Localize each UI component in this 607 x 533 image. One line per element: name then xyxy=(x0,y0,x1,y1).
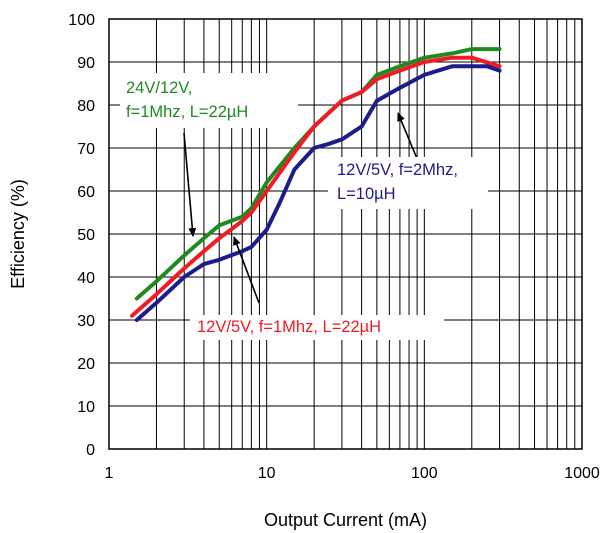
x-tick-label: 1 xyxy=(105,465,114,482)
annotation-label: f=1Mhz, L=22µH xyxy=(126,103,248,121)
x-tick-label: 1000 xyxy=(564,465,600,482)
annotation-arrow xyxy=(183,132,197,237)
y-tick-label: 50 xyxy=(77,227,95,244)
annotation-arrow xyxy=(233,236,260,304)
y-tick-label: 40 xyxy=(77,270,95,287)
y-tick-label: 100 xyxy=(68,12,95,29)
y-tick-label: 70 xyxy=(77,141,95,158)
y-tick-label: 60 xyxy=(77,184,95,201)
annotation-label: 24V/12V, xyxy=(126,79,192,97)
series-lines xyxy=(130,47,502,322)
y-tick-label: 0 xyxy=(86,442,95,459)
plot-border xyxy=(108,18,583,450)
y-axis-label: Efficiency (%) xyxy=(8,179,28,289)
y-tick-label: 30 xyxy=(77,313,95,330)
annotation-label: L=10µH xyxy=(337,185,396,203)
x-tick-label: 10 xyxy=(258,465,276,482)
x-axis-label: Output Current (mA) xyxy=(264,510,427,530)
plot-frame xyxy=(108,18,583,450)
annotation-label: 12V/5V, f=1Mhz, L=22µH xyxy=(197,318,381,336)
annotation-background xyxy=(190,315,444,340)
annotation-background xyxy=(120,73,298,128)
y-tick-label: 20 xyxy=(77,356,95,373)
series-line xyxy=(134,64,502,322)
annotation-label: 12V/5V, f=2Mhz, xyxy=(337,161,458,179)
y-tick-label: 10 xyxy=(77,399,95,416)
annotation-background xyxy=(328,157,488,209)
series-line xyxy=(130,55,502,318)
annotations: 24V/12V, f=1Mhz, L=22µH 12V/5V, f=2Mhz, L=1… xyxy=(120,73,488,340)
y-tick-label: 90 xyxy=(77,55,95,72)
x-tick-label: 100 xyxy=(411,465,438,482)
y-tick-label: 80 xyxy=(77,98,95,115)
